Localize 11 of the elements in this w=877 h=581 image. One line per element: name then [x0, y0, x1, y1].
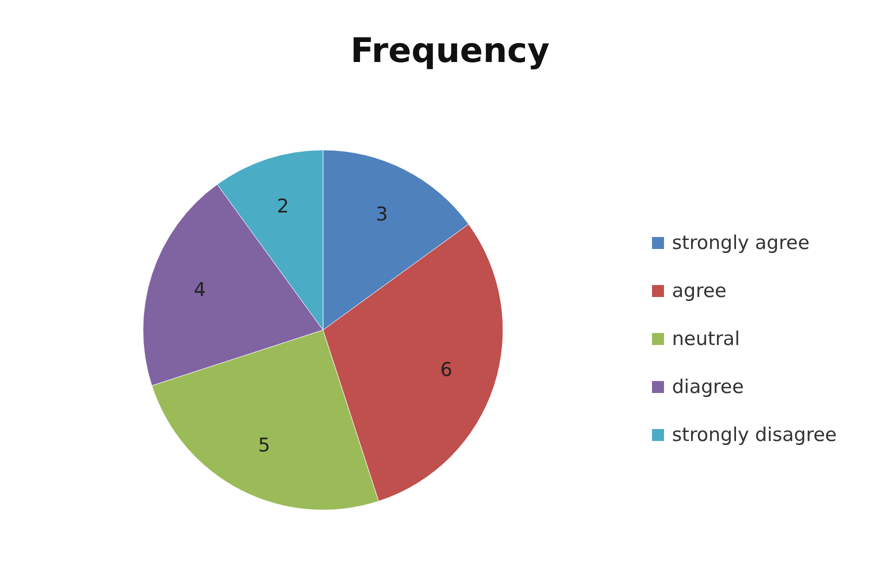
legend-label: strongly disagree [672, 424, 837, 446]
data-label: 3 [376, 204, 388, 226]
legend-label: neutral [672, 328, 740, 350]
data-label: 2 [276, 196, 289, 218]
legend-label: diagree [672, 376, 744, 398]
chart-title: Frequency [350, 31, 550, 71]
data-label: 4 [194, 278, 206, 301]
data-label: 5 [258, 434, 270, 456]
data-label: 6 [440, 359, 452, 382]
legend-label: agree [672, 280, 726, 302]
legend-label: strongly agree [672, 232, 810, 254]
